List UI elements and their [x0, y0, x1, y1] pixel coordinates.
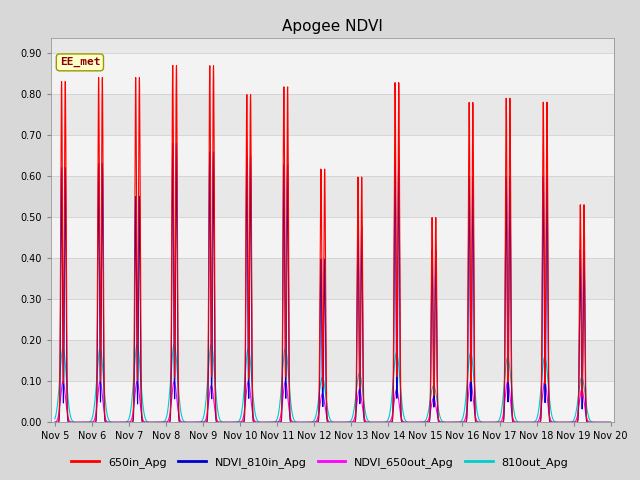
Bar [51, 381, 614, 422]
Title: Apogee NDVI: Apogee NDVI [282, 20, 383, 35]
Bar [51, 217, 614, 258]
Text: EE_met: EE_met [60, 57, 100, 68]
Legend: 650in_Apg, NDVI_810in_Apg, NDVI_650out_Apg, 810out_Apg: 650in_Apg, NDVI_810in_Apg, NDVI_650out_A… [67, 452, 573, 472]
Bar [51, 299, 614, 340]
Bar [51, 135, 614, 176]
Bar [51, 53, 614, 94]
